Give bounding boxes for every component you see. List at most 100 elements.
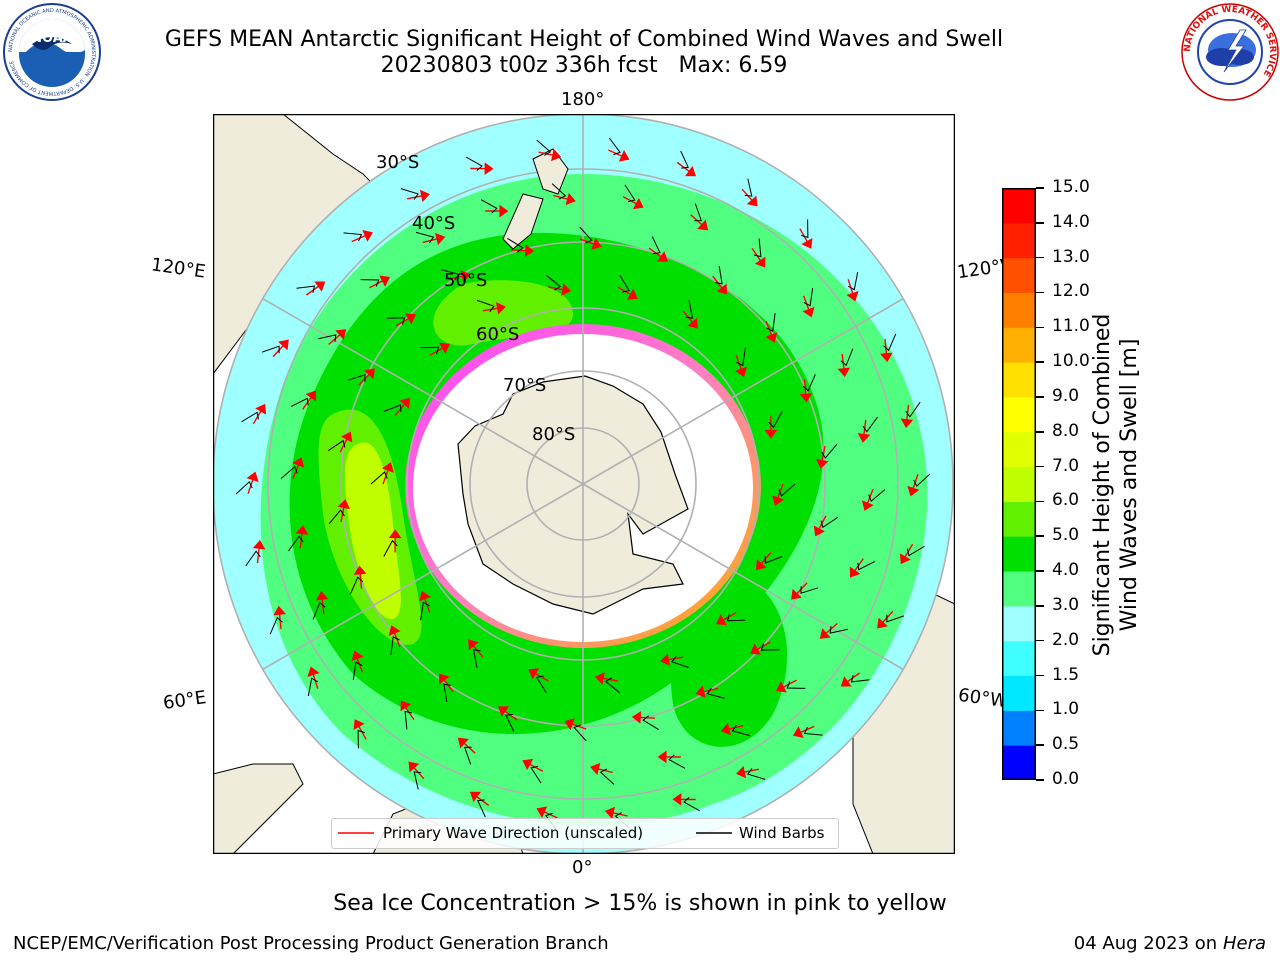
wave-arrow-head: [565, 192, 576, 206]
lat-label-70s: 70°S: [503, 375, 547, 396]
colorbar-segment: [1002, 710, 1036, 746]
wave-arrow-head: [314, 281, 326, 292]
colorbar-tick-mark: [1036, 326, 1044, 329]
wave-arrow-head: [405, 313, 416, 325]
colorbar-tick-label: 1.5: [1052, 664, 1080, 685]
wind-barb: [235, 480, 253, 495]
wave-arrow-head: [813, 525, 825, 537]
colorbar-segment: [1002, 396, 1036, 433]
wind-barb: [280, 465, 298, 479]
wind-barb: [269, 616, 283, 635]
legend-wave-label: Primary Wave Direction (unscaled): [383, 824, 644, 842]
wind-barb: [850, 674, 870, 683]
wind-barb: [390, 636, 400, 655]
wind-barbs: [235, 137, 931, 831]
wind-barb: [624, 184, 636, 203]
wave-arrow-head: [470, 791, 481, 803]
colorbar-segment: [1002, 257, 1036, 293]
wave-arrow-head: [840, 676, 852, 687]
wind-barb: [726, 613, 746, 622]
wind-barb: [731, 724, 751, 737]
wind-barb: [476, 299, 495, 313]
wind-barb: [343, 232, 363, 242]
colorbar-tick-label: 4.0: [1052, 560, 1080, 581]
noaa-logo-text: NOAA: [31, 31, 73, 46]
legend-wave-swatch: [338, 832, 374, 834]
wind-barb: [327, 439, 346, 452]
wave-arrow-head: [388, 625, 401, 636]
wave-arrow-head: [439, 342, 450, 354]
wave-arrow-head: [273, 605, 286, 616]
map-legend: Primary Wave Direction (unscaled) Wind B…: [331, 818, 839, 849]
wave-arrow-head: [754, 256, 766, 268]
wind-barb: [290, 397, 309, 407]
wave-arrow-head: [246, 471, 259, 483]
wave-arrow-head: [335, 329, 347, 340]
colorbar-segment: [1002, 222, 1036, 259]
colorbar-tick-mark: [1036, 291, 1044, 294]
wave-arrow-head: [551, 148, 562, 162]
colorbar-tick-label: 1.0: [1052, 699, 1080, 720]
lat-label-30s: 30°S: [376, 152, 420, 173]
wind-barb: [573, 724, 587, 742]
colorbar-tick-mark: [1036, 256, 1044, 259]
colorbar-tick-label: 7.0: [1052, 455, 1080, 476]
footer-date: 04 Aug 2023 on Hera: [1074, 933, 1266, 954]
wave-arrow-head: [468, 639, 479, 651]
wind-barb: [383, 539, 398, 557]
wave-arrow-head: [772, 495, 785, 506]
nws-logo: NATIONAL WEATHER SERVICE: [1181, 3, 1279, 101]
wind-barb: [400, 188, 419, 200]
wave-arrow-head: [353, 565, 367, 575]
wave-arrow-head: [857, 433, 871, 443]
wind-barb: [604, 677, 621, 694]
wind-barb: [905, 401, 921, 418]
wind-barb: [245, 550, 261, 567]
wind-barb: [868, 489, 886, 503]
wave-arrow-head: [484, 162, 494, 175]
wave-arrow-head: [295, 525, 309, 535]
wave-arrow-head: [880, 352, 893, 363]
wave-field-6-7m: [345, 442, 401, 620]
wind-barb: [760, 643, 780, 651]
wind-barb: [753, 238, 762, 258]
wind-barb: [352, 661, 363, 681]
wind-barb: [668, 754, 686, 769]
wind-barb: [766, 313, 776, 332]
colorbar-tick-mark: [1036, 744, 1044, 746]
wind-barb: [651, 236, 661, 255]
lat-label-60s: 60°S: [476, 324, 520, 345]
colorbar-tick-label: 3.0: [1052, 594, 1080, 615]
wave-arrow-head: [498, 706, 510, 717]
lon-label-180: 180°: [561, 89, 605, 110]
wind-barb: [507, 237, 524, 253]
wind-barb: [386, 317, 406, 325]
wind-barb: [800, 586, 819, 594]
wave-arrow-head: [379, 275, 391, 287]
wave-arrow-head: [907, 485, 920, 497]
colorbar-segment: [1002, 327, 1036, 363]
colorbar-tick-label: 14.0: [1052, 211, 1090, 232]
wave-field-5-6m-b: [433, 280, 573, 346]
wave-arrow-head: [457, 737, 469, 749]
wind-barb: [441, 269, 460, 281]
wind-barb: [847, 271, 859, 291]
polar-map: [213, 114, 955, 854]
wave-arrow-head: [861, 500, 874, 511]
wind-barb: [477, 799, 486, 818]
chart-title: GEFS MEAN Antarctic Significant Height o…: [164, 27, 1004, 52]
wind-barb: [357, 729, 365, 749]
wind-barb: [545, 274, 562, 291]
colorbar-tick-mark: [1036, 431, 1044, 433]
wind-barb: [296, 285, 316, 294]
wind-barb: [608, 137, 621, 156]
wind-barb: [821, 443, 838, 459]
colorbar-tick-mark: [1036, 709, 1044, 712]
colorbar-tick-mark: [1036, 500, 1044, 503]
land-new-zealand-south: [502, 193, 544, 250]
wind-barb: [480, 199, 498, 214]
wave-arrow-head: [846, 291, 859, 302]
wind-barb: [883, 333, 897, 352]
wave-arrow-head: [900, 418, 914, 428]
wind-barb: [415, 231, 435, 244]
